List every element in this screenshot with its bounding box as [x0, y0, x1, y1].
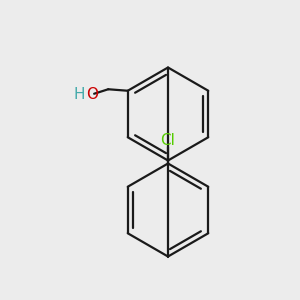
Text: Cl: Cl [160, 133, 175, 148]
Text: H: H [74, 86, 85, 101]
Text: O: O [86, 87, 98, 102]
